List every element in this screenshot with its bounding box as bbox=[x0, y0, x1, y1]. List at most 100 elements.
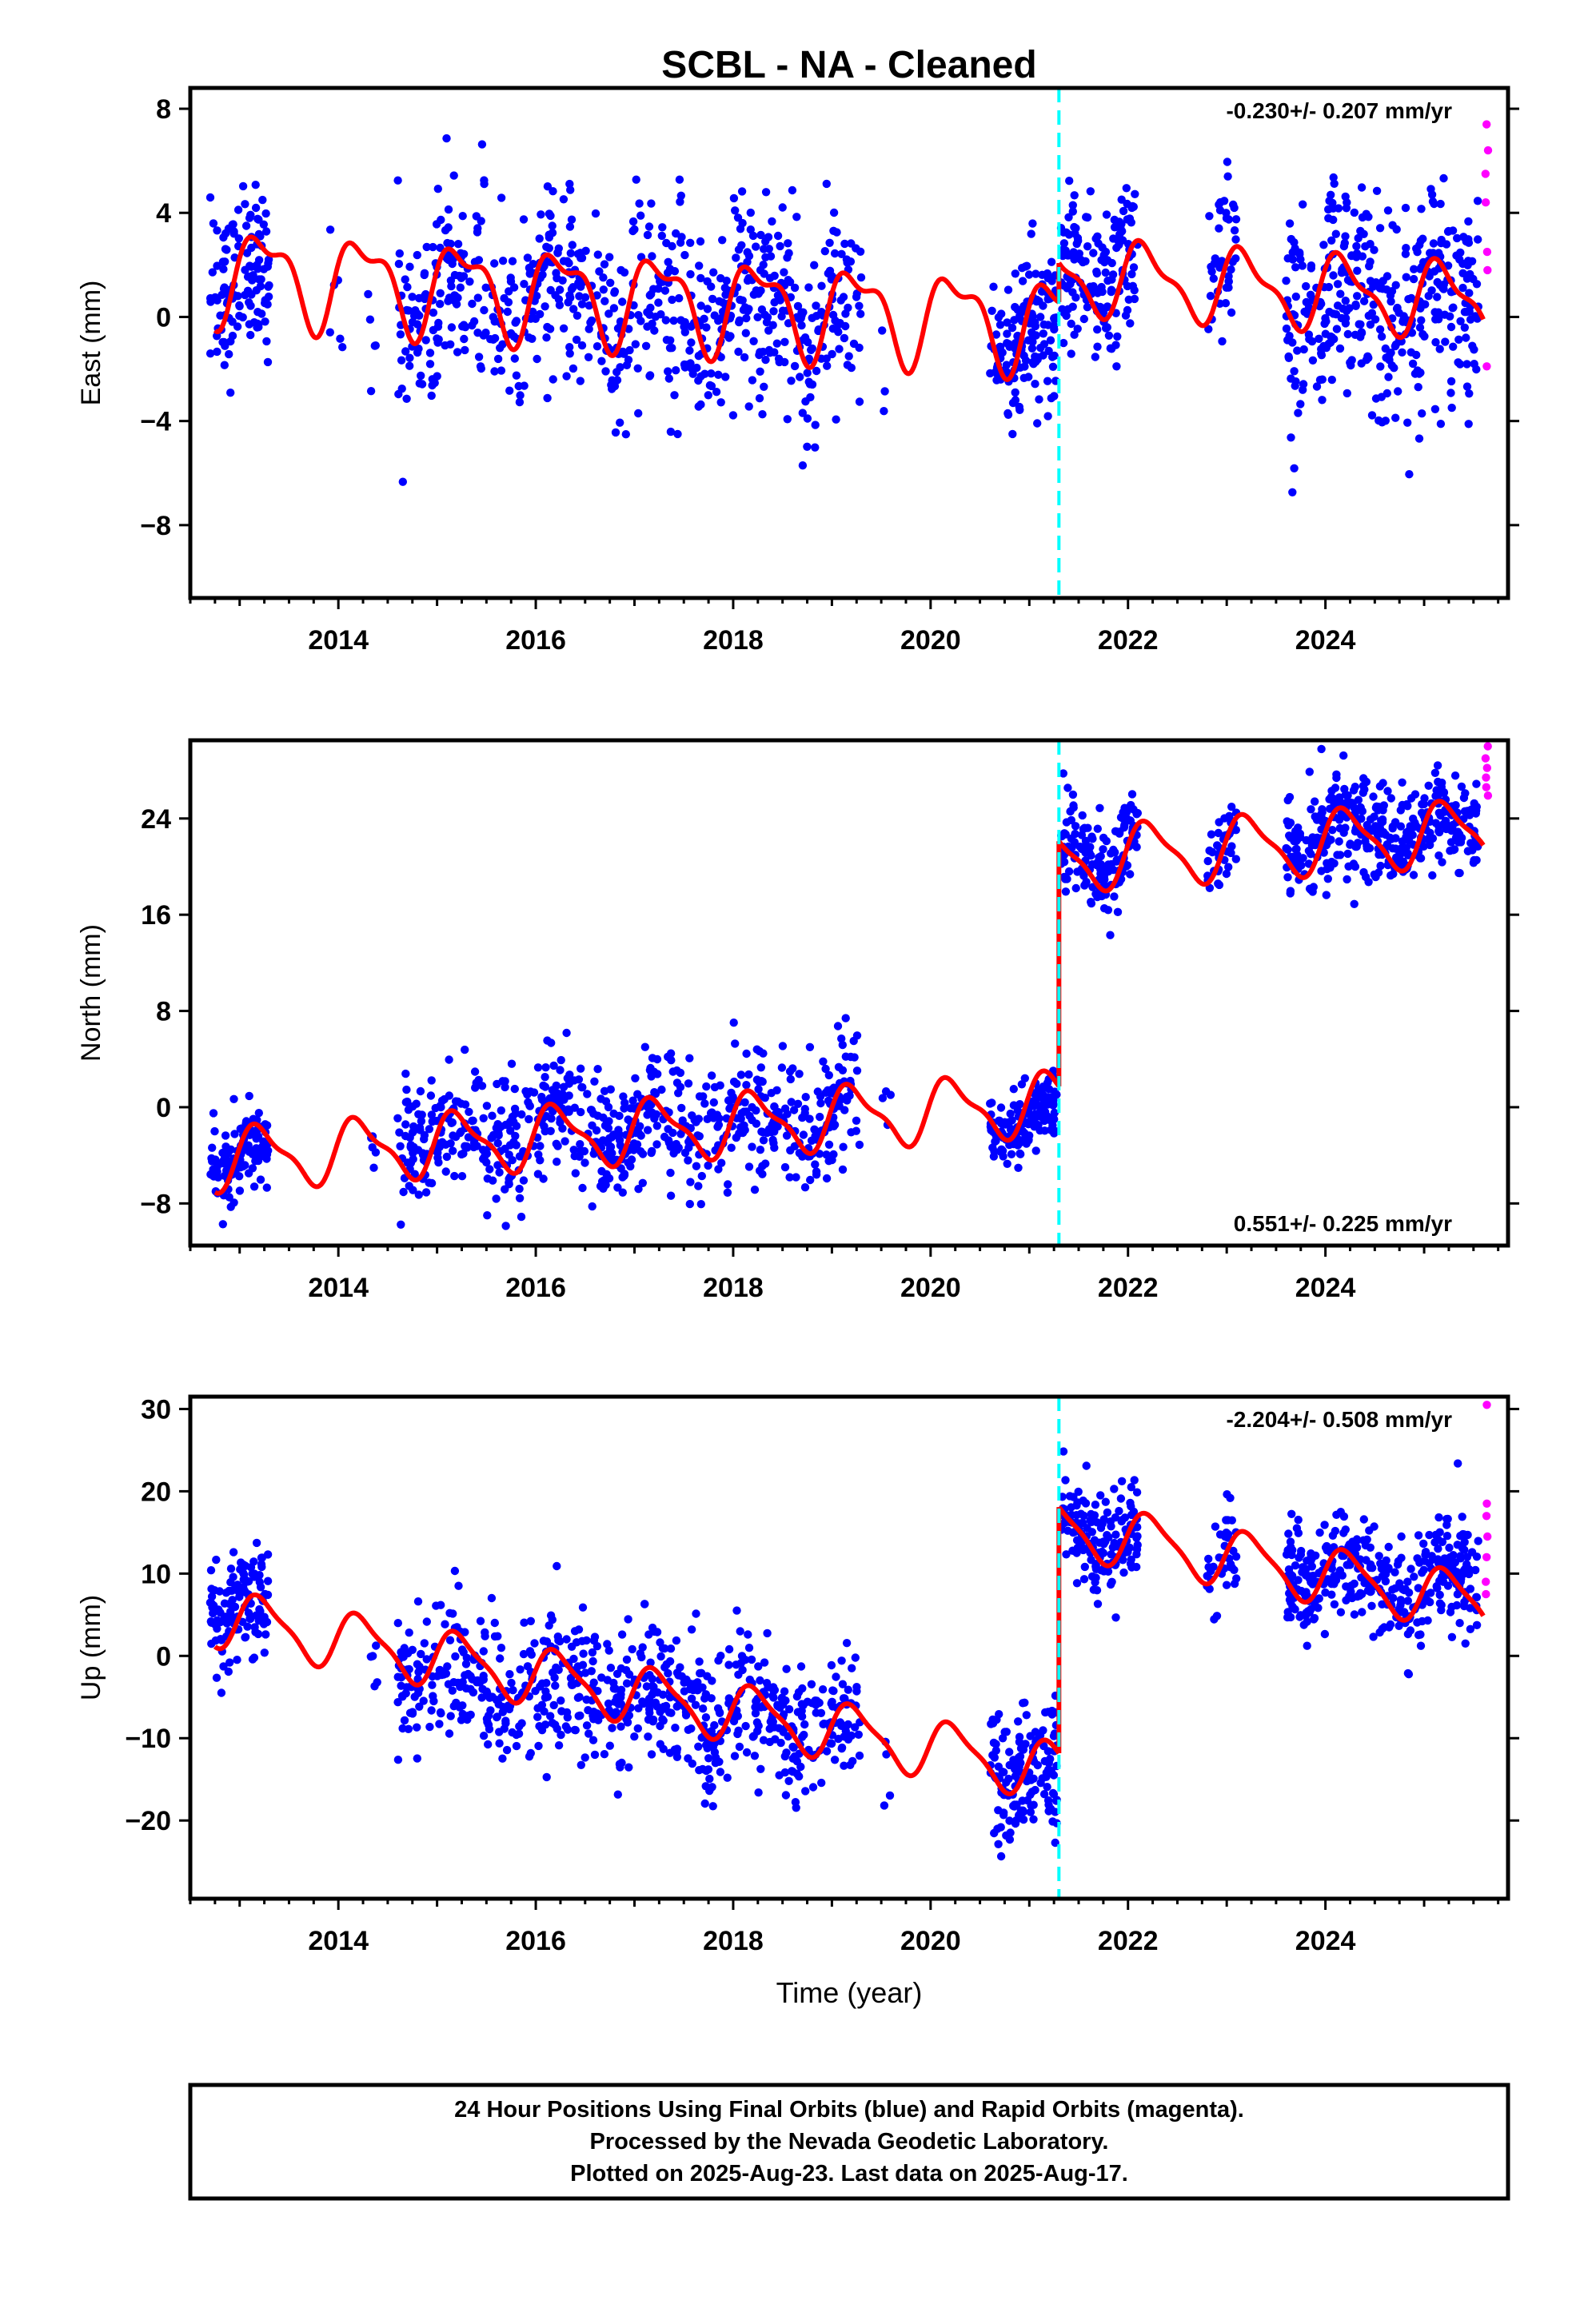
east-final-point bbox=[1005, 342, 1014, 351]
east-final-point bbox=[1339, 304, 1347, 313]
north-final-point bbox=[525, 1101, 534, 1110]
up-final-point bbox=[788, 1742, 797, 1752]
east-final-point bbox=[1048, 362, 1058, 371]
up-final-point bbox=[996, 1823, 1005, 1832]
north-final-point bbox=[252, 1152, 261, 1161]
east-final-point bbox=[714, 370, 723, 379]
up-final-point bbox=[1093, 1600, 1103, 1608]
east-final-point bbox=[1227, 308, 1236, 317]
up-final-point bbox=[413, 1688, 423, 1697]
up-final-point bbox=[1126, 1498, 1135, 1508]
up-final-point bbox=[1014, 1717, 1023, 1726]
x-axis-label: Time (year) bbox=[776, 1976, 923, 2009]
east-final-point bbox=[1298, 261, 1307, 270]
up-final-point bbox=[1062, 1550, 1071, 1559]
up-final-point bbox=[701, 1713, 711, 1722]
east-final-point bbox=[1086, 187, 1095, 196]
east-final-point bbox=[1324, 282, 1334, 292]
east-final-point bbox=[620, 268, 629, 277]
north-final-point bbox=[446, 1139, 455, 1148]
east-final-point bbox=[605, 253, 614, 261]
east-final-point bbox=[228, 220, 237, 229]
north-final-point bbox=[1470, 807, 1478, 817]
up-final-point bbox=[1103, 1508, 1112, 1517]
east-final-point bbox=[748, 231, 758, 241]
up-final-point bbox=[1394, 1605, 1403, 1614]
north-rapid-point bbox=[1483, 742, 1492, 751]
up-final-point bbox=[567, 1642, 577, 1651]
east-final-point bbox=[1223, 172, 1232, 181]
north-final-point bbox=[1069, 801, 1078, 810]
north-final-point bbox=[1213, 841, 1222, 850]
north-final-point bbox=[716, 1081, 724, 1090]
up-final-point bbox=[1360, 1579, 1369, 1588]
north-final-point bbox=[745, 1111, 754, 1121]
east-final-point bbox=[1011, 396, 1020, 405]
up-final-point bbox=[637, 1652, 646, 1662]
up-final-point bbox=[1042, 1772, 1051, 1781]
north-final-point bbox=[537, 1092, 546, 1102]
north-final-point bbox=[501, 1144, 509, 1154]
east-final-point bbox=[433, 372, 441, 381]
up-final-point bbox=[674, 1671, 683, 1680]
north-final-point bbox=[525, 1114, 533, 1124]
up-final-point bbox=[393, 1672, 402, 1681]
east-final-point bbox=[1222, 213, 1231, 223]
up-final-point bbox=[211, 1636, 220, 1645]
up-final-point bbox=[413, 1597, 423, 1606]
east-final-point bbox=[1068, 302, 1077, 311]
east-final-point bbox=[563, 257, 572, 265]
north-final-point bbox=[536, 1156, 545, 1165]
up-final-point bbox=[1330, 1600, 1339, 1609]
east-final-point bbox=[1038, 270, 1047, 279]
north-final-point bbox=[507, 1059, 517, 1068]
up-final-point bbox=[1433, 1584, 1442, 1593]
east-final-point bbox=[732, 253, 740, 262]
east-final-point bbox=[1293, 346, 1302, 355]
north-final-point bbox=[786, 1074, 795, 1084]
east-final-point bbox=[398, 477, 407, 486]
up-final-point bbox=[553, 1561, 561, 1571]
up-final-point bbox=[1005, 1760, 1014, 1770]
north-final-point bbox=[505, 1150, 513, 1159]
east-final-point bbox=[1068, 201, 1078, 209]
up-final-point bbox=[1132, 1550, 1141, 1559]
up-final-point bbox=[1375, 1628, 1384, 1637]
up-final-point bbox=[1222, 1581, 1231, 1589]
up-final-point bbox=[585, 1729, 593, 1738]
up-final-point bbox=[1087, 1572, 1097, 1581]
east-final-point bbox=[258, 195, 267, 205]
north-final-point bbox=[261, 1120, 269, 1129]
up-final-point bbox=[885, 1791, 895, 1800]
up-final-point bbox=[665, 1693, 675, 1702]
north-final-point bbox=[549, 1090, 559, 1099]
up-final-point bbox=[1296, 1611, 1305, 1620]
up-final-point bbox=[735, 1742, 744, 1752]
up-final-point bbox=[604, 1646, 613, 1655]
north-final-point bbox=[1015, 1100, 1024, 1109]
up-final-point bbox=[790, 1752, 800, 1761]
up-final-point bbox=[751, 1708, 760, 1718]
east-final-point bbox=[1330, 179, 1339, 188]
east-final-point bbox=[1121, 311, 1131, 320]
north-final-point bbox=[1330, 859, 1339, 868]
north-final-point bbox=[489, 1176, 497, 1185]
north-final-point bbox=[736, 1070, 746, 1079]
east-final-point bbox=[338, 343, 347, 352]
east-final-point bbox=[1068, 207, 1078, 216]
east-final-point bbox=[325, 328, 334, 337]
east-final-point bbox=[512, 371, 521, 380]
north-final-point bbox=[773, 1122, 782, 1131]
east-final-point bbox=[611, 428, 620, 437]
north-final-point bbox=[1083, 823, 1092, 832]
north-final-point bbox=[1335, 837, 1343, 846]
up-final-point bbox=[671, 1724, 680, 1732]
north-final-point bbox=[787, 1098, 796, 1106]
north-final-point bbox=[652, 1122, 661, 1130]
up-final-point bbox=[557, 1730, 565, 1740]
north-final-point bbox=[729, 1018, 738, 1027]
up-final-point bbox=[498, 1754, 507, 1763]
east-final-point bbox=[1391, 281, 1400, 289]
east-final-point bbox=[1433, 293, 1442, 301]
east-final-point bbox=[1406, 293, 1416, 303]
